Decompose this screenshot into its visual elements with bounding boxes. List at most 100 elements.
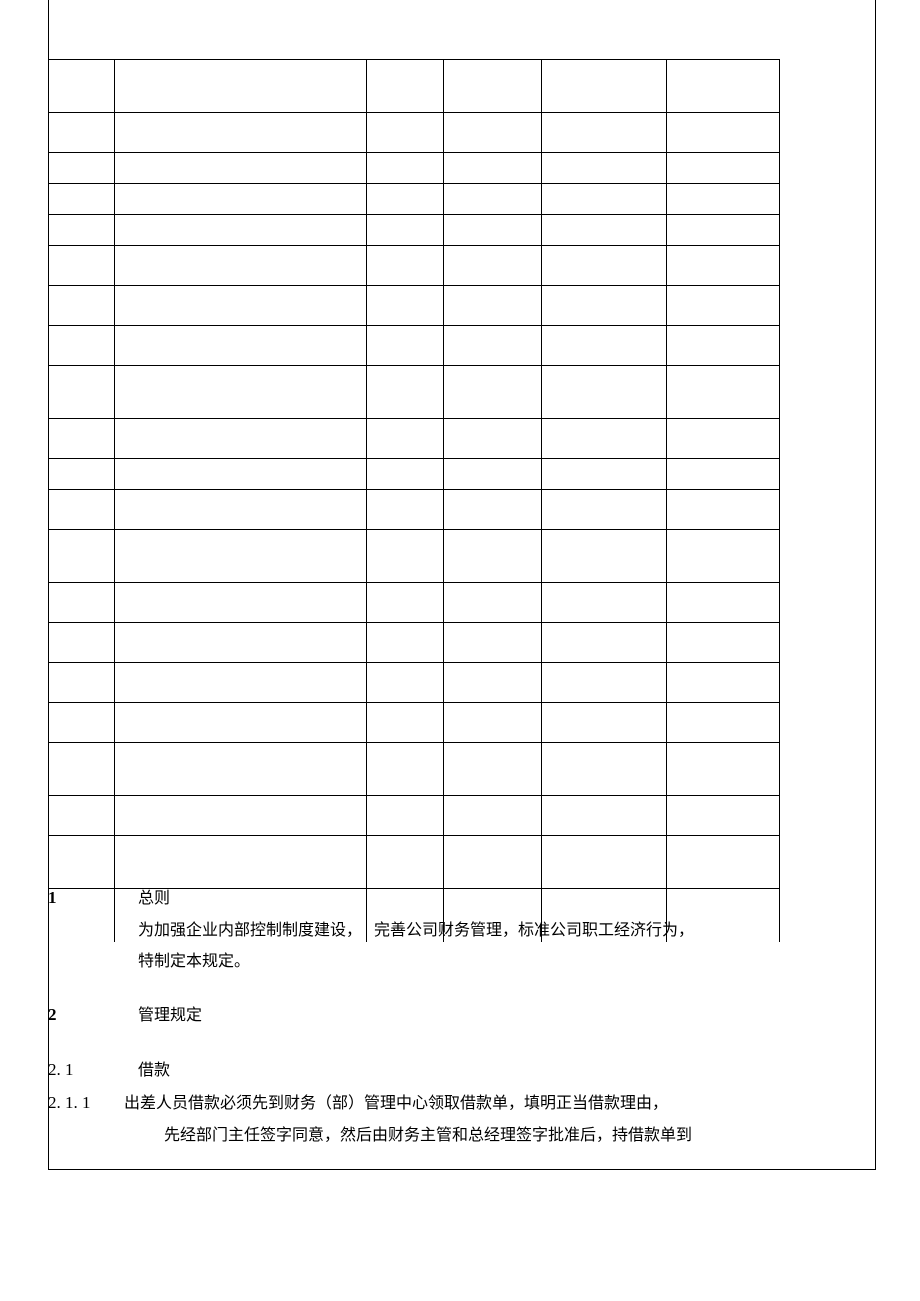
table-cell xyxy=(542,246,666,286)
table-cell xyxy=(366,246,443,286)
table-cell xyxy=(366,286,443,326)
table-cell xyxy=(366,583,443,623)
table-cell xyxy=(366,490,443,530)
table-cell xyxy=(666,490,779,530)
table-cell xyxy=(114,153,366,184)
section-1-title: 总则 xyxy=(138,885,170,912)
table-cell xyxy=(114,583,366,623)
table-row xyxy=(49,326,780,366)
table-cell xyxy=(114,490,366,530)
table-cell xyxy=(49,246,115,286)
table-row xyxy=(49,583,780,623)
table-cell xyxy=(49,153,115,184)
table-cell xyxy=(114,184,366,215)
table-cell xyxy=(366,184,443,215)
table-cell xyxy=(666,419,779,459)
table-cell xyxy=(666,215,779,246)
section-2-1-heading: 2. 1 借款 xyxy=(48,1056,828,1085)
table-cell xyxy=(366,623,443,663)
table-cell xyxy=(114,836,366,889)
table-cell xyxy=(49,663,115,703)
table-row xyxy=(49,153,780,184)
table-cell xyxy=(666,530,779,583)
section-2-1-1-line2: 先经部门主任签字同意，然后由财务主管和总经理签字批准后，持借款单到 xyxy=(48,1122,828,1149)
table-cell xyxy=(114,663,366,703)
table-cell xyxy=(366,530,443,583)
table-cell xyxy=(666,703,779,743)
table-cell xyxy=(49,113,115,153)
table-cell xyxy=(114,623,366,663)
table-row xyxy=(49,113,780,153)
grid-table xyxy=(48,59,780,942)
table-cell xyxy=(49,703,115,743)
table-cell xyxy=(443,153,542,184)
table-cell xyxy=(542,836,666,889)
table-cell xyxy=(49,366,115,419)
table-cell xyxy=(443,326,542,366)
table-cell xyxy=(542,286,666,326)
table-cell xyxy=(666,663,779,703)
table-cell xyxy=(542,530,666,583)
table-cell xyxy=(542,326,666,366)
table-row xyxy=(49,60,780,113)
table-cell xyxy=(49,459,115,490)
table-cell xyxy=(114,60,366,113)
table-cell xyxy=(366,836,443,889)
table-row xyxy=(49,246,780,286)
table-row xyxy=(49,419,780,459)
table-cell xyxy=(542,113,666,153)
table-row xyxy=(49,796,780,836)
table-cell xyxy=(49,490,115,530)
section-2-1-title: 借款 xyxy=(138,1057,170,1084)
table-cell xyxy=(666,60,779,113)
section-1-heading: 1 总则 xyxy=(48,884,828,913)
table-row xyxy=(49,530,780,583)
table-cell xyxy=(114,743,366,796)
table-cell xyxy=(666,153,779,184)
table-cell xyxy=(542,796,666,836)
table-cell xyxy=(114,703,366,743)
table-row xyxy=(49,703,780,743)
table-cell xyxy=(49,419,115,459)
table-cell xyxy=(666,286,779,326)
table-cell xyxy=(666,583,779,623)
table-cell xyxy=(443,743,542,796)
table-cell xyxy=(366,743,443,796)
table-cell xyxy=(49,60,115,113)
table-cell xyxy=(366,153,443,184)
table-cell xyxy=(366,113,443,153)
table-row xyxy=(49,623,780,663)
table-row xyxy=(49,836,780,889)
table-cell xyxy=(666,836,779,889)
section-2-number: 2 xyxy=(48,1001,138,1030)
section-1-body-line2: 特制定本规定。 xyxy=(48,948,828,975)
table-cell xyxy=(443,703,542,743)
table-cell xyxy=(542,583,666,623)
table-cell xyxy=(542,490,666,530)
table-row xyxy=(49,663,780,703)
table-cell xyxy=(49,743,115,796)
table-cell xyxy=(49,286,115,326)
table-cell xyxy=(443,246,542,286)
table-cell xyxy=(49,184,115,215)
section-2-heading: 2 管理规定 xyxy=(48,1001,828,1030)
table-cell xyxy=(443,663,542,703)
table-cell xyxy=(443,366,542,419)
section-1-number: 1 xyxy=(48,884,138,913)
table-cell xyxy=(443,459,542,490)
table-cell xyxy=(666,459,779,490)
table-cell xyxy=(366,215,443,246)
table-cell xyxy=(49,530,115,583)
table-cell xyxy=(443,286,542,326)
table-cell xyxy=(666,113,779,153)
table-cell xyxy=(443,490,542,530)
table-cell xyxy=(542,459,666,490)
table-cell xyxy=(666,623,779,663)
table-cell xyxy=(443,419,542,459)
table-cell xyxy=(366,796,443,836)
table-cell xyxy=(666,743,779,796)
table-cell xyxy=(542,743,666,796)
table-cell xyxy=(443,113,542,153)
table-cell xyxy=(443,215,542,246)
table-cell xyxy=(49,836,115,889)
